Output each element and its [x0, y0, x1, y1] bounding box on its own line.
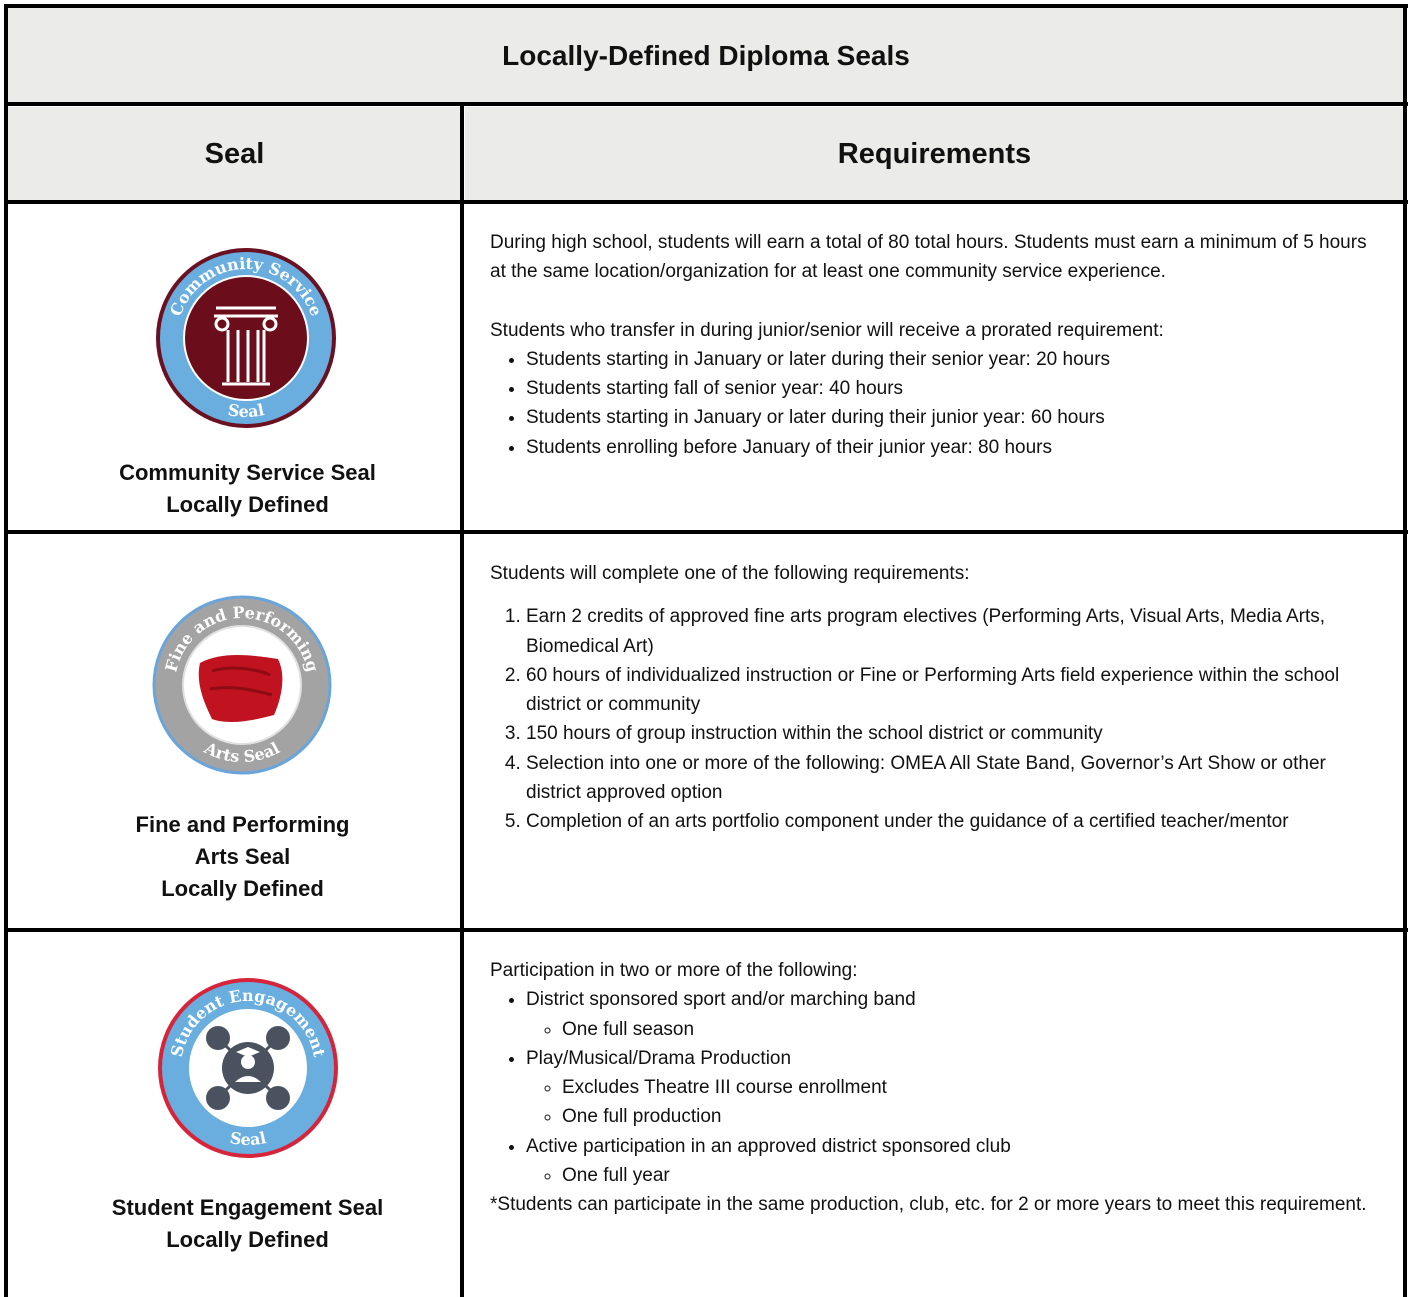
bullet-list: District sponsored sport and/or marching…: [490, 985, 1378, 1190]
requirements: Students will complete one of the follow…: [490, 559, 1378, 837]
paragraph: Students who transfer in during junior/s…: [490, 319, 1164, 341]
seal-badge: Fine and Performing Arts Seal: [152, 595, 332, 775]
list-item: Students starting in January or later du…: [526, 345, 1378, 374]
seal-name-line: Arts Seal: [194, 844, 291, 869]
border: [4, 4, 1408, 8]
paragraph: Students will complete one of the follow…: [490, 563, 970, 584]
sub-item: Excludes Theatre III course enrollment: [562, 1073, 1378, 1102]
badge-center: [183, 275, 309, 401]
pillar-icon: [214, 306, 278, 386]
border: [4, 928, 1408, 932]
border: [460, 102, 464, 1297]
sub-item: One full season: [562, 1015, 1378, 1044]
requirements: Participation in two or more of the foll…: [490, 956, 1378, 1220]
badge-bottom-text: Seal: [226, 400, 265, 421]
border: [4, 102, 1408, 106]
network-icon: [206, 1026, 290, 1110]
paragraph: Participation in two or more of the foll…: [490, 960, 858, 981]
list-item: Selection into one or more of the follow…: [526, 749, 1378, 808]
seal-name-line: Locally Defined: [166, 1227, 329, 1252]
sub-list: Excludes Theatre III course enrollment O…: [526, 1073, 1378, 1132]
list-item: 60 hours of individualized instruction o…: [526, 661, 1378, 720]
sub-list: One full year: [526, 1161, 1378, 1190]
list-item-text: District sponsored sport and/or marching…: [526, 989, 916, 1011]
sub-item: One full production: [562, 1102, 1378, 1131]
sub-item: One full year: [562, 1161, 1378, 1190]
note: *Students can participate in the same pr…: [490, 1194, 1367, 1216]
table-title: Locally-Defined Diploma Seals: [8, 8, 1404, 103]
list-item: Students enrolling before January of the…: [526, 433, 1378, 462]
badge-bottom-text: Seal: [226, 400, 265, 421]
seal-badge: Student Engagement Seal: [158, 978, 338, 1158]
list-item: Students starting in January or later du…: [526, 403, 1378, 432]
list-item: District sponsored sport and/or marching…: [526, 985, 1378, 1044]
sub-list: One full season: [526, 1015, 1378, 1044]
border: [4, 530, 1408, 534]
list-item: 150 hours of group instruction within th…: [526, 719, 1378, 748]
list-item: Completion of an arts portfolio componen…: [526, 807, 1378, 836]
border: [4, 4, 8, 1297]
bullet-list: Students starting in January or later du…: [490, 345, 1378, 462]
badge-bottom-text: Seal: [228, 1128, 267, 1149]
seal-name-line: Locally Defined: [161, 876, 324, 901]
seal-name-line: Locally Defined: [166, 492, 329, 517]
border: [1403, 4, 1407, 1297]
border: [4, 200, 1408, 204]
numbered-list: Earn 2 credits of approved fine arts pro…: [490, 602, 1378, 836]
seal-name: Student Engagement Seal Locally Defined: [21, 1192, 474, 1256]
list-item: Students starting fall of senior year: 4…: [526, 374, 1378, 403]
seal-name-line: Community Service Seal: [119, 460, 376, 485]
list-item: Earn 2 credits of approved fine arts pro…: [526, 602, 1378, 661]
requirements: During high school, students will earn a…: [490, 228, 1378, 462]
badge-bottom-text: Seal: [228, 1128, 267, 1149]
list-item-text: Play/Musical/Drama Production: [526, 1047, 792, 1069]
seal-name: Fine and Performing Arts Seal Locally De…: [16, 809, 469, 905]
seal-name-line: Student Engagement Seal: [111, 1195, 384, 1220]
list-item: Active participation in an approved dist…: [526, 1132, 1378, 1191]
list-item-text: Active participation in an approved dist…: [526, 1135, 1011, 1157]
seal-name: Community Service Seal Locally Defined: [21, 457, 474, 521]
paint-texture: [209, 666, 273, 697]
seal-badge: Community Service Seal: [156, 248, 336, 428]
column-header: Requirements: [465, 107, 1404, 202]
seal-name-line: Fine and Performing: [135, 812, 350, 837]
list-item: Play/Musical/Drama Production Excludes T…: [526, 1044, 1378, 1132]
column-header: Seal: [8, 107, 461, 202]
paragraph: During high school, students will earn a…: [490, 232, 1367, 283]
